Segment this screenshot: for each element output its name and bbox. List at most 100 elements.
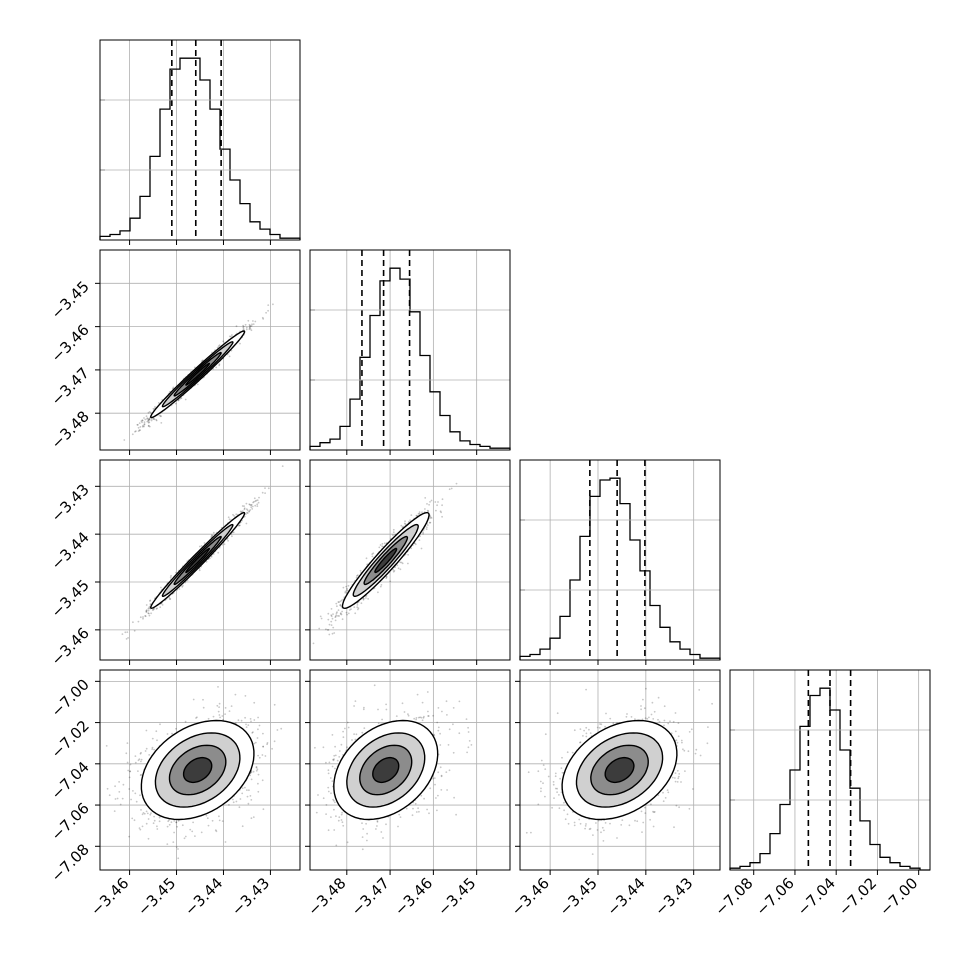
scatter-point <box>257 716 259 719</box>
scatter-point <box>152 608 155 611</box>
scatter-point <box>146 417 149 420</box>
scatter-point <box>143 417 145 419</box>
scatter-point <box>243 505 246 507</box>
scatter-point <box>184 720 187 723</box>
scatter-point <box>176 825 179 828</box>
scatter-point <box>145 611 148 613</box>
scatter-point <box>141 421 143 424</box>
scatter-point <box>256 503 259 506</box>
scatter-point <box>243 508 246 511</box>
scatter-point <box>255 499 258 502</box>
scatter-point <box>145 609 148 611</box>
scatter-point <box>357 608 359 611</box>
scatter-point <box>219 716 222 719</box>
scatter-point <box>148 754 151 756</box>
scatter-point <box>425 526 428 529</box>
scatter-point <box>359 569 362 572</box>
scatter-point <box>241 505 244 507</box>
scatter-point <box>160 586 162 589</box>
scatter-point <box>330 620 333 623</box>
scatter-point <box>392 531 395 534</box>
scatter-point <box>193 366 196 369</box>
scatter-point <box>333 632 336 634</box>
scatter-point <box>365 597 367 599</box>
scatter-point <box>397 567 400 570</box>
scatter-point <box>239 342 241 345</box>
scatter-point <box>256 499 259 502</box>
scatter-point <box>345 585 348 588</box>
scatter-point <box>253 500 255 503</box>
scatter-point <box>385 577 388 580</box>
scatter-point <box>138 429 141 432</box>
scatter-point <box>144 615 147 617</box>
scatter-point <box>233 515 236 517</box>
scatter-point <box>141 813 144 816</box>
scatter-point <box>252 320 254 322</box>
scatter-point <box>246 509 249 512</box>
scatter-point <box>408 520 410 523</box>
scatter-point <box>156 607 159 610</box>
scatter-point <box>218 706 221 708</box>
scatter-point <box>307 653 309 655</box>
scatter-point <box>366 563 369 566</box>
scatter-point <box>347 612 350 615</box>
scatter-point <box>151 609 154 611</box>
scatter-point <box>217 686 219 688</box>
scatter-point <box>437 501 439 503</box>
scatter-point <box>235 513 238 516</box>
scatter-point <box>356 574 359 577</box>
scatter-point <box>205 560 208 563</box>
scatter-point <box>142 616 144 618</box>
scatter-point <box>245 326 248 329</box>
scatter-point <box>339 612 342 614</box>
scatter-point <box>331 632 334 635</box>
scatter-point <box>228 335 231 338</box>
scatter-point <box>338 615 340 617</box>
scatter-point <box>123 439 126 441</box>
scatter-point <box>147 418 150 421</box>
density-level-fill <box>374 548 397 573</box>
scatter-point <box>227 516 230 519</box>
scatter-point <box>234 693 237 696</box>
scatter-point <box>203 542 206 544</box>
scatter-point <box>143 812 146 815</box>
scatter-point <box>281 465 284 467</box>
scatter-point <box>238 524 241 527</box>
scatter-point <box>409 519 411 522</box>
scatter-point <box>381 542 384 545</box>
scatter-point <box>420 547 423 550</box>
scatter-point <box>218 702 221 705</box>
scatter-point <box>133 629 136 632</box>
scatter-point <box>158 816 161 819</box>
scatter-point <box>246 512 249 514</box>
scatter-point <box>262 318 265 320</box>
scatter-point <box>346 589 348 592</box>
scatter-point <box>448 488 451 491</box>
scatter-point <box>356 606 359 608</box>
scatter-point <box>254 500 257 503</box>
scatter-point <box>252 323 255 325</box>
scatter-point <box>140 758 143 761</box>
scatter-point <box>192 698 195 701</box>
scatter-point <box>396 564 399 567</box>
scatter-point <box>241 787 244 790</box>
scatter-point <box>148 418 151 421</box>
scatter-point <box>249 327 252 330</box>
scatter-point <box>153 819 156 822</box>
scatter-point <box>425 528 428 531</box>
scatter-point <box>414 543 417 546</box>
scatter-point <box>134 761 137 764</box>
scatter-point <box>256 505 259 507</box>
scatter-point <box>198 569 201 572</box>
scatter-point <box>417 512 420 515</box>
scatter-point <box>392 568 394 571</box>
scatter-point <box>330 608 333 610</box>
scatter-point <box>150 612 153 615</box>
scatter-point <box>244 513 247 515</box>
grid-1-1 <box>346 250 478 450</box>
scatter-point <box>166 825 169 828</box>
scatter-point <box>377 591 379 594</box>
scatter-point <box>436 504 438 507</box>
scatter-point <box>250 506 253 509</box>
contour-line <box>161 523 234 598</box>
